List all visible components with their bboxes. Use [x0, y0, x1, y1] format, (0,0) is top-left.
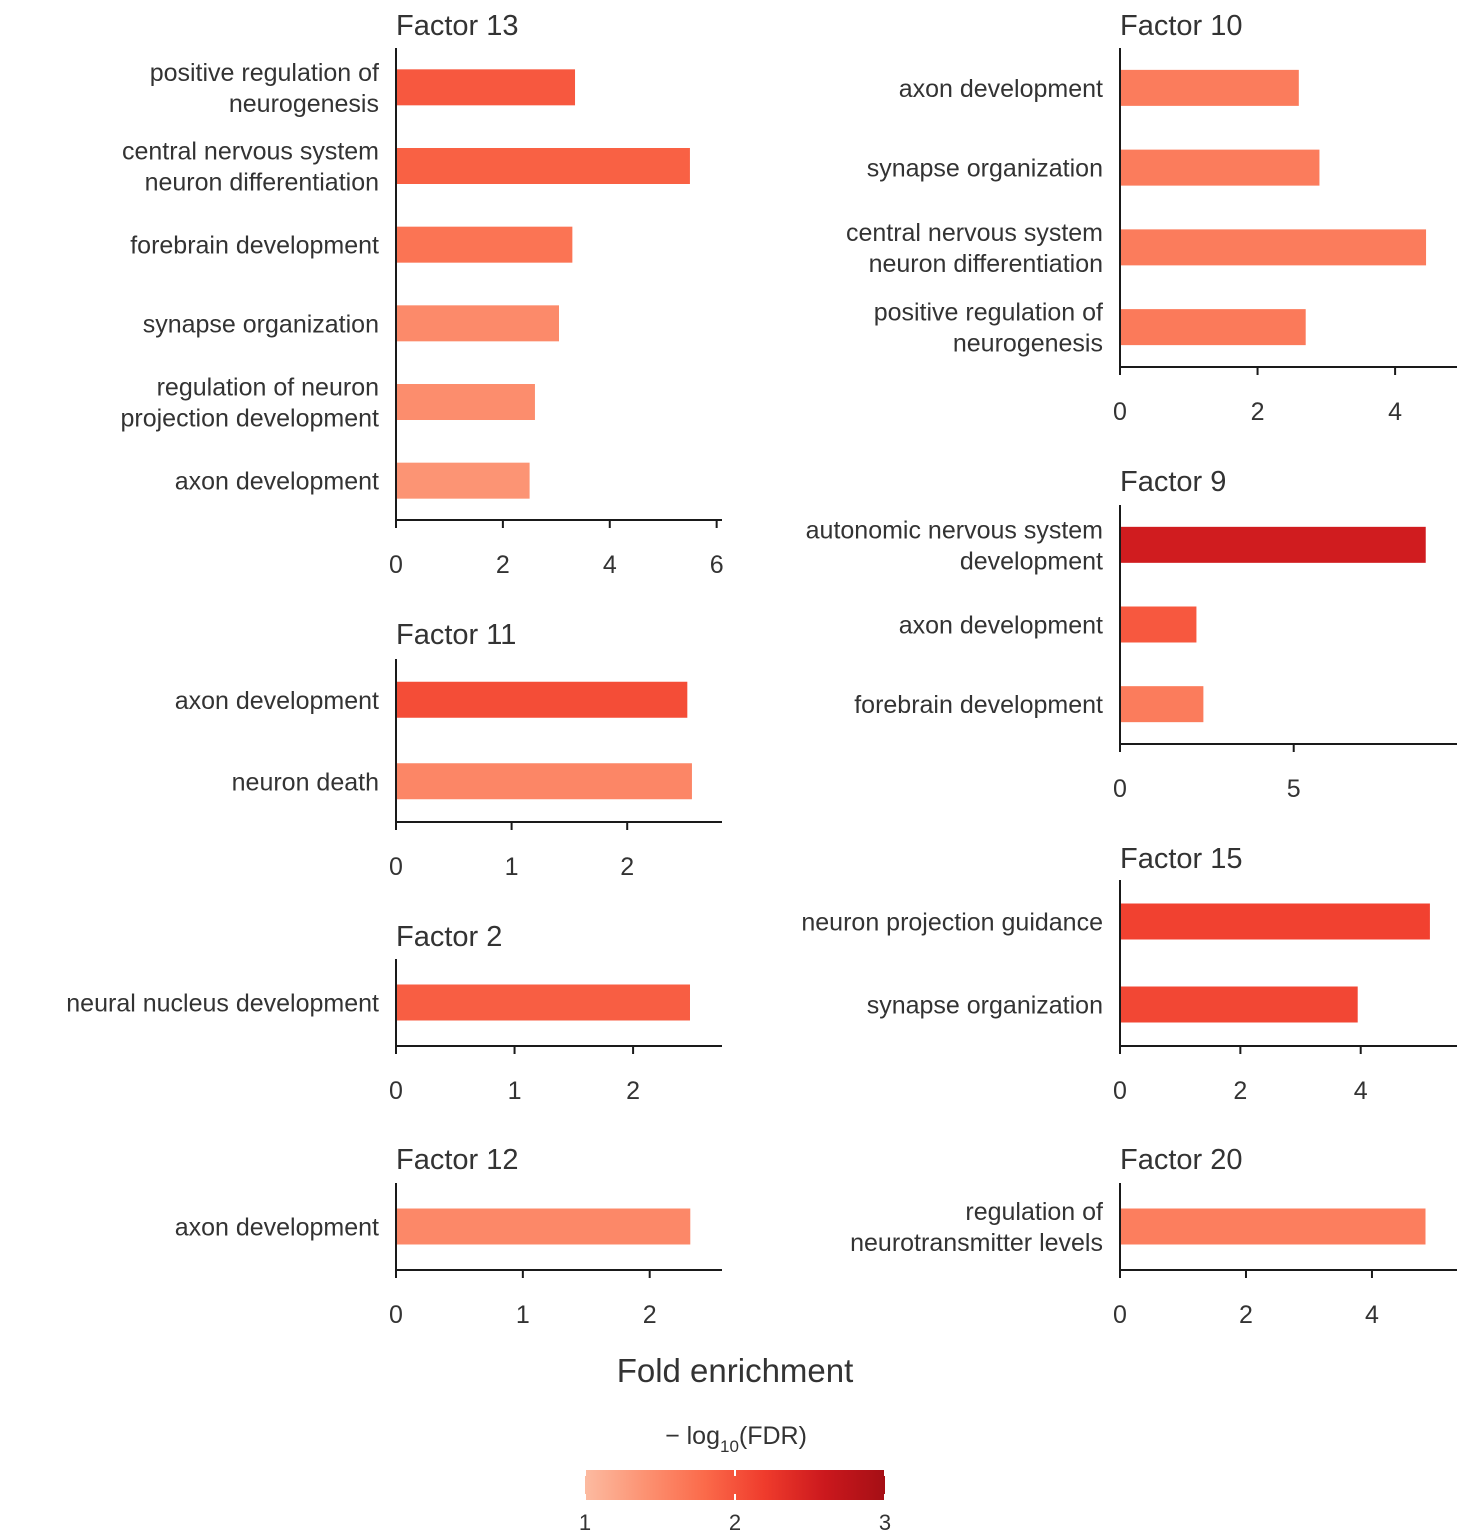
category-label: positive regulation of neurogenesis	[150, 59, 379, 118]
category-label: axon development	[175, 687, 379, 715]
category-label: synapse organization	[143, 310, 379, 338]
x-tick-label: 0	[389, 551, 403, 579]
category-label: axon development	[175, 468, 379, 496]
category-label: axon development	[175, 1214, 379, 1242]
panel-factor: Factor 11 axon development neuron death 0 1 2	[175, 619, 722, 881]
x-tick-label: 2	[643, 1301, 657, 1329]
x-tick-label: 0	[1113, 398, 1127, 426]
colorbar-legend: − log10(FDR) 1 2 3	[579, 1422, 891, 1535]
bar	[1120, 903, 1430, 940]
legend-title: − log10(FDR)	[665, 1422, 807, 1456]
category-label: regulation of neurotransmitter levels	[850, 1198, 1103, 1257]
colorbar-tick-label: 2	[729, 1510, 741, 1535]
bar	[396, 305, 559, 342]
bar	[1120, 526, 1426, 563]
bar	[1120, 606, 1197, 643]
panel-factor: Factor 15 neuron projection guidance synap…	[801, 843, 1457, 1105]
bar	[396, 69, 576, 106]
panel-title: Factor 12	[396, 1144, 519, 1176]
x-tick-label: 0	[1113, 775, 1127, 803]
x-tick-label: 0	[389, 1301, 403, 1329]
x-tick-label: 0	[1113, 1301, 1127, 1329]
panel-factor: Factor 13 positive regulation of neurogene…	[121, 10, 724, 579]
x-tick-label: 1	[508, 1077, 522, 1105]
category-label: synapse organization	[867, 992, 1103, 1020]
x-tick-label: 4	[1354, 1077, 1368, 1105]
x-tick-label: 4	[1365, 1301, 1379, 1329]
category-label: regulation of neuron projection developme…	[121, 374, 380, 433]
x-tick-label: 0	[1113, 1077, 1127, 1105]
x-tick-label: 1	[505, 853, 519, 881]
colorbar-ticks: 1 2 3	[579, 1470, 891, 1535]
x-tick-label: 2	[1239, 1301, 1253, 1329]
panel-title: Factor 20	[1120, 1144, 1243, 1176]
bar	[1120, 686, 1204, 723]
x-tick-label: 2	[620, 853, 634, 881]
legend-title-suffix: (FDR)	[739, 1422, 807, 1450]
panel-factor: Factor 20 regulation of neurotransmitter l…	[850, 1144, 1457, 1329]
panel-title: Factor 10	[1120, 10, 1243, 42]
category-label: axon development	[899, 75, 1103, 103]
bar	[1120, 309, 1306, 346]
bar	[396, 984, 690, 1021]
x-tick-label: 2	[496, 551, 510, 579]
bar	[396, 226, 573, 263]
bar	[396, 681, 688, 718]
panel-title: Factor 13	[396, 10, 519, 42]
panel-factor: Factor 10 axon development synapse organiz…	[846, 10, 1457, 426]
category-label: central nervous system neuron differentia…	[846, 219, 1103, 278]
category-label: axon development	[899, 612, 1103, 640]
legend-title-subscript: 10	[720, 1437, 739, 1456]
category-label: positive regulation of neurogenesis	[874, 299, 1103, 358]
x-tick-label: 4	[1388, 398, 1402, 426]
panel-title: Factor 2	[396, 921, 502, 953]
panel-title: Factor 15	[1120, 843, 1243, 875]
category-label: neuron death	[232, 768, 379, 796]
bar	[1120, 986, 1358, 1023]
x-tick-label: 0	[389, 1077, 403, 1105]
bar	[1120, 69, 1299, 106]
colorbar-tick-label: 3	[879, 1510, 891, 1535]
x-tick-label: 6	[710, 551, 724, 579]
category-label: synapse organization	[867, 155, 1103, 183]
colorbar-tick-label: 1	[579, 1510, 591, 1535]
legend-title-prefix: − log	[665, 1422, 720, 1450]
panel-factor: Factor 12 axon development 0 1 2	[175, 1144, 722, 1329]
x-tick-label: 0	[389, 853, 403, 881]
category-label: forebrain development	[130, 232, 379, 260]
category-label: forebrain development	[854, 691, 1103, 719]
x-tick-label: 5	[1287, 775, 1301, 803]
panel-factor: Factor 2 neural nucleus development 0 1 2	[66, 921, 722, 1105]
category-label: autonomic nervous system development	[806, 516, 1103, 575]
bar	[396, 148, 690, 184]
bar	[1120, 149, 1320, 186]
x-tick-label: 2	[626, 1077, 640, 1105]
bar	[396, 462, 530, 499]
x-tick-label: 4	[603, 551, 617, 579]
panel-factor: Factor 9 autonomic nervous system developm…	[806, 466, 1457, 803]
category-label: central nervous system neuron differentia…	[122, 138, 379, 197]
panels: Factor 13 positive regulation of neurogene…	[66, 10, 1457, 1329]
panel-title: Factor 11	[396, 619, 516, 651]
x-tick-label: 2	[1233, 1077, 1247, 1105]
category-label: neural nucleus development	[66, 990, 379, 1018]
panel-title: Factor 9	[1120, 466, 1226, 498]
bar	[396, 763, 692, 800]
category-label: neuron projection guidance	[801, 909, 1103, 937]
bar	[1120, 229, 1427, 266]
bar	[396, 1208, 691, 1245]
bar	[396, 384, 535, 420]
x-axis-label: Fold enrichment	[617, 1352, 854, 1389]
x-tick-label: 1	[516, 1301, 530, 1329]
bar	[1120, 1208, 1426, 1245]
x-tick-label: 2	[1251, 398, 1265, 426]
